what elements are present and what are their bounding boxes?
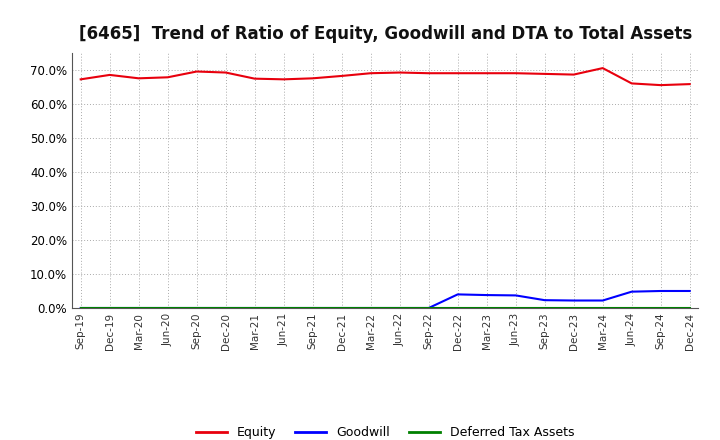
- Legend: Equity, Goodwill, Deferred Tax Assets: Equity, Goodwill, Deferred Tax Assets: [191, 422, 580, 440]
- Title: [6465]  Trend of Ratio of Equity, Goodwill and DTA to Total Assets: [6465] Trend of Ratio of Equity, Goodwil…: [78, 25, 692, 43]
